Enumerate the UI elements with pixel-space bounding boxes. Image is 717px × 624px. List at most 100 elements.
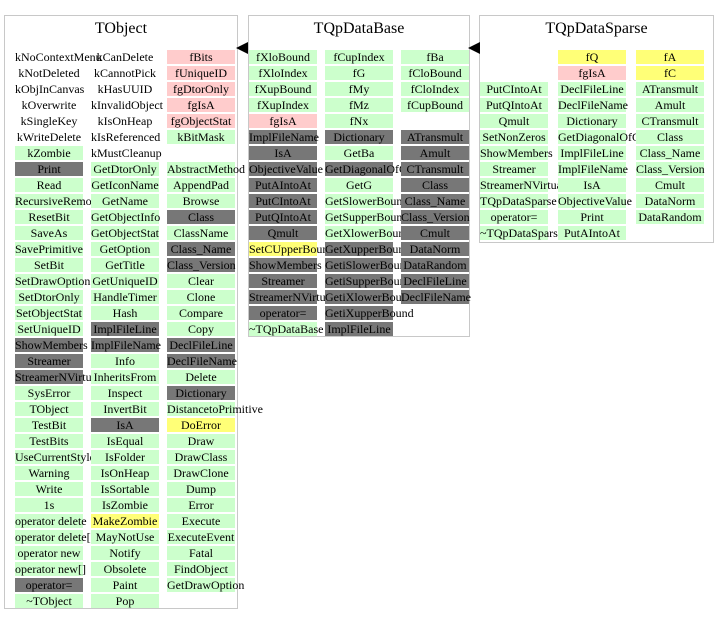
inheritance-arrow-icon (236, 42, 248, 54)
member-item: ImplFileName (91, 338, 161, 352)
inheritance-arrow-icon (468, 42, 480, 54)
member-item: Amult (636, 98, 704, 112)
member-item: Qmult (249, 226, 317, 240)
spacer (401, 114, 469, 128)
member-item: GetObjectStat (91, 226, 159, 240)
member-item: fCupIndex (325, 50, 393, 64)
member-item: fCloIndex (401, 82, 469, 96)
member-item: kZombie (15, 146, 83, 160)
member-item: fMz (325, 98, 393, 112)
member-item: GetUniqueID (91, 274, 159, 288)
member-item: GetDiagonalOfQ (558, 130, 641, 144)
member-item: ShowMembers (480, 146, 553, 160)
member-item: operator= (249, 306, 317, 320)
member-item: Browse (167, 194, 235, 208)
member-item: fXupBound (249, 82, 317, 96)
member-item: Class_Version (636, 162, 705, 176)
member-item: fXloIndex (249, 66, 317, 80)
member-item: TestBits (15, 434, 83, 448)
member-item: DrawClone (167, 466, 235, 480)
member-item: Dictionary (325, 130, 393, 144)
member-item: SetBit (15, 258, 83, 272)
member-item: Info (91, 354, 159, 368)
member-item: DataNorm (636, 194, 704, 208)
member-item: kIsReferenced (91, 130, 161, 144)
member-item: operator new[] (15, 562, 86, 576)
member-item: kWriteDelete (16, 130, 82, 144)
member-item: ImplFileLine (91, 322, 159, 336)
member-item: Amult (401, 146, 469, 160)
member-item: kCanDelete (96, 50, 154, 64)
member-item: SysError (15, 386, 83, 400)
member-item: GetSlowerBound (325, 194, 409, 208)
member-item: DrawClass (167, 450, 235, 464)
member-item: Warning (15, 466, 83, 480)
member-item: SetUniqueID (15, 322, 83, 336)
member-item: TestBit (15, 418, 83, 432)
member-item: Paint (91, 578, 159, 592)
member-item: kObjInCanvas (15, 82, 85, 96)
member-item: StreamerNVirtual (480, 178, 566, 192)
member-item: Class (636, 130, 704, 144)
member-item: kIsOnHeap (97, 114, 153, 128)
member-item: ExecuteEvent (167, 530, 235, 544)
member-item: Cmult (636, 178, 704, 192)
member-item: kCannotPick (94, 66, 156, 80)
member-item: fNx (325, 114, 393, 128)
member-item: ~TObject (15, 594, 83, 608)
member-item: IsA (558, 178, 626, 192)
member-item: GetiXlowerBound (325, 290, 414, 304)
member-item: fQ (558, 50, 626, 64)
spacer (480, 50, 548, 64)
member-item: ShowMembers (249, 258, 322, 272)
member-item: fCloBound (401, 66, 469, 80)
member-item: PutAIntoAt (249, 178, 317, 192)
class-title: TQpDataBase (313, 20, 405, 37)
member-item: SavePrimitive (15, 242, 83, 256)
member-item: Class (167, 210, 235, 224)
member-item: ~TQpDataSparse (480, 226, 564, 240)
member-item: fCupBound (401, 98, 469, 112)
member-item: Dictionary (558, 114, 626, 128)
member-item: RecursiveRemove (15, 194, 103, 208)
member-item: MakeZombie (91, 514, 159, 528)
member-item: InvertBit (91, 402, 159, 416)
member-item: HandleTimer (91, 290, 159, 304)
member-item: kOverwrite (21, 98, 77, 112)
member-item: fC (636, 66, 704, 80)
member-item: Clone (167, 290, 235, 304)
member-item: kBitMask (167, 130, 235, 144)
member-item: TObject (15, 402, 83, 416)
member-item: kNotDeleted (18, 66, 80, 80)
member-item: Qmult (480, 114, 548, 128)
member-item: GetiXupperBound (325, 306, 414, 320)
member-item: 1s (15, 498, 83, 512)
member-item: DataRandom (401, 258, 469, 272)
member-item: IsSortable (91, 482, 159, 496)
member-item: Print (15, 162, 83, 176)
member-item: IsEqual (91, 434, 159, 448)
member-item: operator= (480, 210, 548, 224)
member-item: GetiSupperBound (325, 274, 412, 288)
member-item: kSingleKey (20, 114, 78, 128)
member-item: kHasUUID (97, 82, 153, 96)
member-item: GetSupperBound (325, 210, 409, 224)
member-column: fA fC ATransmult Amult CTransmult Class Class_… (636, 50, 705, 226)
member-item: GetiSlowerBound (325, 258, 412, 272)
member-item: ShowMembers (15, 338, 88, 352)
member-item: fXupIndex (249, 98, 317, 112)
member-item: Class_Version (167, 258, 236, 272)
member-item: PutAIntoAt (558, 226, 626, 240)
member-item: GetIconName (91, 178, 159, 192)
class-box-tqpdatabase: TQpDataBase fXloBound fXloIndex fXupBound f… (248, 15, 471, 337)
member-item: ObjectiveValue (558, 194, 632, 208)
member-item: IsZombie (91, 498, 159, 512)
member-item: ~TQpDataBase (249, 322, 324, 336)
member-item: StreamerNVirtual (249, 290, 335, 304)
member-item: fBits (167, 50, 235, 64)
member-item: fgIsA (558, 66, 626, 80)
member-item: ImplFileLine (558, 146, 626, 160)
member-item: Streamer (249, 274, 317, 288)
member-item: Dump (167, 482, 235, 496)
member-item: Class (401, 178, 469, 192)
